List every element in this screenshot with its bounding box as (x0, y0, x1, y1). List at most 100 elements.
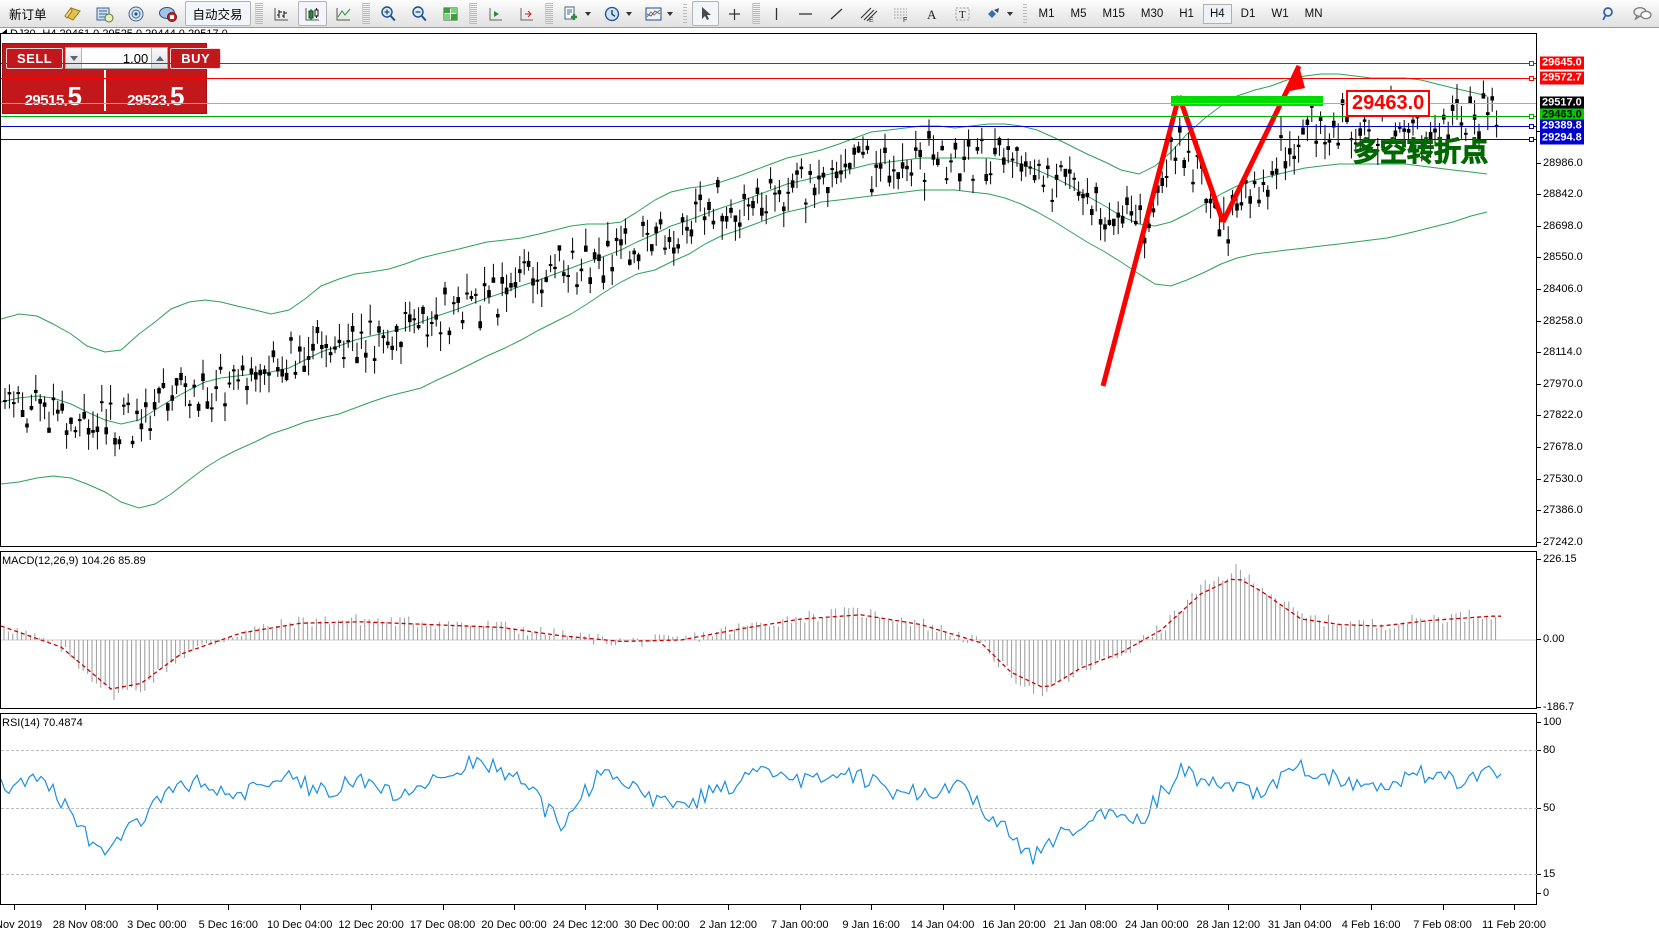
zoom-out-icon[interactable] (405, 1, 434, 26)
indicators-icon[interactable] (639, 1, 678, 26)
rsi-svg (1, 754, 1502, 865)
zoom-in-icon[interactable] (374, 1, 403, 26)
time-axis[interactable]: 5 Nov 2019 28 Nov 08:00 3 Dec 00:00 5 Dec 1… (0, 905, 1546, 950)
equidistant-channel-icon[interactable]: E (853, 1, 884, 26)
timeframe-m5[interactable]: M5 (1070, 7, 1087, 20)
price-line-29572[interactable] (1, 78, 1536, 79)
time-axis-tick-label: 9 Jan 16:00 (842, 919, 900, 931)
price-axis[interactable]: 29134.028986.028842.028698.028550.028406… (1537, 33, 1659, 548)
price-line-29645[interactable] (1, 63, 1536, 64)
time-axis-tick (1085, 905, 1087, 910)
price-line-handle[interactable] (1529, 61, 1534, 66)
time-axis-tick (514, 905, 515, 910)
price-axis-tick-label: 28698.0 (1543, 219, 1583, 232)
timeframe-m1[interactable]: M1 (1038, 7, 1055, 20)
time-axis-tick-label: 7 Jan 00:00 (770, 919, 829, 931)
price-callout-box[interactable]: 29463.0 (1346, 90, 1431, 117)
toolbar-separator (254, 3, 263, 24)
autotrading-button[interactable]: 自动交易 (184, 1, 251, 26)
fibonacci-icon[interactable]: F (886, 1, 917, 26)
timeframe-mn[interactable]: MN (1304, 7, 1323, 20)
text-label-icon[interactable]: T (948, 1, 977, 26)
price-line-29294[interactable] (1, 139, 1536, 140)
price-level-label[interactable]: 29517.0 (1540, 96, 1584, 110)
chevron-down-icon[interactable] (625, 11, 632, 16)
profile-icon[interactable] (57, 1, 87, 26)
price-level-label[interactable]: 29389.8 (1540, 119, 1584, 133)
buy-price-integer: 29523 (127, 92, 167, 109)
publish-icon[interactable] (89, 1, 119, 26)
rsi-pane[interactable] (0, 713, 1537, 905)
crosshair-icon[interactable] (721, 1, 748, 26)
volume-input[interactable] (82, 49, 152, 67)
price-line-29463[interactable] (1, 116, 1536, 117)
period-icon[interactable] (598, 1, 637, 26)
trendline-icon[interactable] (822, 1, 851, 26)
macd-pane[interactable] (0, 551, 1537, 709)
toolbar-grip[interactable] (1022, 3, 1027, 24)
market-icon[interactable] (153, 1, 183, 26)
grid-icon[interactable] (436, 1, 465, 26)
time-axis-tick-label: 17 Dec 08:00 (409, 919, 476, 931)
rsi-axis: 100 80 50 15 0 (1537, 713, 1659, 905)
timeframe-h4[interactable]: H4 (1202, 3, 1232, 24)
buy-price[interactable]: 29523. 5 (106, 70, 207, 111)
rsi-axis-tick-label: 0 (1543, 887, 1550, 899)
main-toolbar: 新订单 自动交易 (0, 0, 1659, 28)
volume-increase-button[interactable] (151, 48, 168, 68)
bar-chart-icon[interactable] (267, 1, 296, 26)
macd-svg (1, 564, 1536, 700)
chart-shift-icon[interactable] (512, 1, 541, 26)
price-level-label[interactable]: 29572.7 (1540, 71, 1584, 85)
sell-button[interactable]: SELL (6, 47, 64, 69)
rsi-axis-tick-label: 80 (1543, 744, 1556, 756)
scroll-end-icon[interactable] (481, 1, 510, 26)
time-axis-tick (1156, 905, 1158, 910)
price-line-handle[interactable] (1529, 114, 1534, 119)
chevron-down-icon[interactable] (1006, 11, 1013, 16)
buy-button[interactable]: BUY (170, 47, 222, 69)
search-icon[interactable] (1594, 1, 1624, 26)
chevron-down-icon[interactable] (666, 11, 673, 16)
axis-tick (1537, 289, 1541, 290)
price-line-handle[interactable] (1529, 124, 1534, 129)
price-line-handle[interactable] (1529, 76, 1534, 81)
templates-icon[interactable] (557, 1, 596, 26)
new-order-button[interactable]: 新订单 (1, 1, 55, 26)
shapes-icon[interactable] (979, 1, 1018, 26)
text-icon[interactable]: A (919, 1, 946, 26)
time-axis-tick (656, 905, 658, 910)
price-level-label[interactable]: 29294.8 (1540, 131, 1584, 145)
cursor-icon[interactable] (691, 1, 719, 26)
sell-price[interactable]: 29515. 5 (3, 70, 106, 111)
timeframe-h1[interactable]: H1 (1179, 7, 1194, 20)
rsi-indicator-label: RSI(14) 70.4874 (2, 717, 83, 729)
chat-icon[interactable] (1626, 1, 1658, 26)
time-axis-tick-label: 4 Feb 16:00 (1341, 919, 1401, 931)
signals-icon[interactable] (121, 1, 151, 26)
chinese-annotation[interactable]: 多空转折点 (1353, 137, 1489, 169)
price-line-handle[interactable] (1529, 137, 1534, 142)
line-chart-icon[interactable] (329, 1, 358, 26)
volume-stepper[interactable] (65, 47, 169, 69)
volume-decrease-button[interactable] (66, 48, 83, 68)
vertical-line-icon[interactable] (764, 1, 789, 26)
sell-price-decimal-separator: . (63, 94, 68, 109)
price-level-label[interactable]: 29645.0 (1540, 56, 1584, 70)
resistance-marker (1171, 96, 1323, 106)
timeframe-m15[interactable]: M15 (1102, 7, 1125, 20)
timeframe-d1[interactable]: D1 (1240, 7, 1256, 20)
horizontal-line-icon[interactable] (791, 1, 820, 26)
price-level-label[interactable]: 29463.0 (1540, 108, 1584, 122)
price-chart-pane[interactable]: 29463.0 多空转折点 (0, 33, 1537, 547)
svg-text:F: F (903, 17, 907, 23)
toolbar-grip[interactable] (682, 3, 687, 24)
price-line-29389[interactable] (1, 126, 1536, 127)
chevron-down-icon[interactable] (584, 11, 591, 16)
macd-axis-tick-label: 226.15 (1543, 553, 1577, 565)
toolbar-separator (751, 3, 760, 24)
timeframe-w1[interactable]: W1 (1271, 7, 1289, 20)
timeframe-m30[interactable]: M30 (1140, 7, 1164, 20)
candlestick-chart-icon[interactable] (297, 1, 327, 26)
